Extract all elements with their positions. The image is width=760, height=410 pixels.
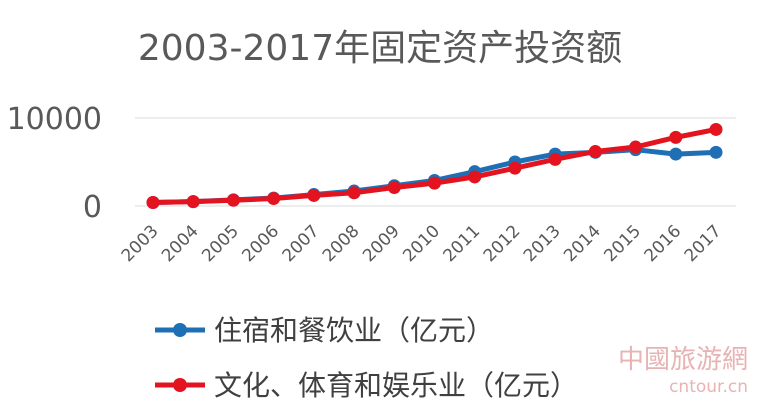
legend-marker xyxy=(173,378,187,392)
legend-item-1: 住宿和餐饮业（亿元） xyxy=(155,314,494,347)
data-point xyxy=(186,195,200,209)
legend-label: 住宿和餐饮业（亿元） xyxy=(214,314,494,347)
data-point xyxy=(548,152,562,166)
x-tick-label: 2009 xyxy=(359,221,404,266)
x-tick-label: 2012 xyxy=(480,221,525,266)
legend-item-2: 文化、体育和娱乐业（亿元） xyxy=(155,369,578,402)
x-tick-label: 2007 xyxy=(279,221,324,266)
data-point xyxy=(669,130,683,144)
data-point xyxy=(468,170,482,184)
x-tick-label: 2008 xyxy=(319,221,364,266)
y-tick-label: 10000 xyxy=(7,102,102,137)
x-tick-label: 2004 xyxy=(158,221,203,266)
series-line xyxy=(150,126,719,205)
data-point xyxy=(588,144,602,158)
chart-title: 2003-2017年固定资产投资额 xyxy=(138,28,622,69)
data-point xyxy=(267,192,281,206)
data-point xyxy=(387,181,401,195)
data-point xyxy=(146,195,160,209)
data-point xyxy=(629,140,643,154)
x-tick-label: 2013 xyxy=(520,221,565,266)
series-layer xyxy=(146,122,723,209)
data-point xyxy=(709,122,723,136)
x-axis: 2003200420052006200720082009201020112012… xyxy=(118,221,726,266)
watermark: 中國旅游網 cntour.cn xyxy=(618,345,748,397)
series-2 xyxy=(146,122,723,209)
x-tick-label: 2005 xyxy=(198,221,243,266)
data-point xyxy=(508,161,522,175)
data-point xyxy=(669,147,683,161)
data-point xyxy=(347,186,361,200)
y-axis: 0 10000 xyxy=(7,102,736,225)
y-tick-label: 0 xyxy=(83,190,102,225)
legend-label: 文化、体育和娱乐业（亿元） xyxy=(214,369,578,402)
watermark-cn-text: 中國旅游網 xyxy=(618,345,748,375)
data-point xyxy=(226,193,240,207)
x-tick-label: 2016 xyxy=(641,221,686,266)
x-tick-label: 2015 xyxy=(600,221,645,266)
x-tick-label: 2010 xyxy=(399,221,444,266)
data-point xyxy=(307,188,321,202)
data-point xyxy=(428,176,441,190)
x-tick-label: 2011 xyxy=(440,221,485,266)
x-tick-label: 2017 xyxy=(681,221,726,266)
legend: 住宿和餐饮业（亿元） 文化、体育和娱乐业（亿元） xyxy=(155,314,578,402)
x-tick-label: 2006 xyxy=(238,221,283,266)
x-tick-label: 2014 xyxy=(560,221,605,266)
x-tick-label: 2003 xyxy=(118,221,163,266)
watermark-en-text: cntour.cn xyxy=(669,377,748,397)
data-point xyxy=(709,145,723,159)
legend-marker xyxy=(173,323,187,337)
